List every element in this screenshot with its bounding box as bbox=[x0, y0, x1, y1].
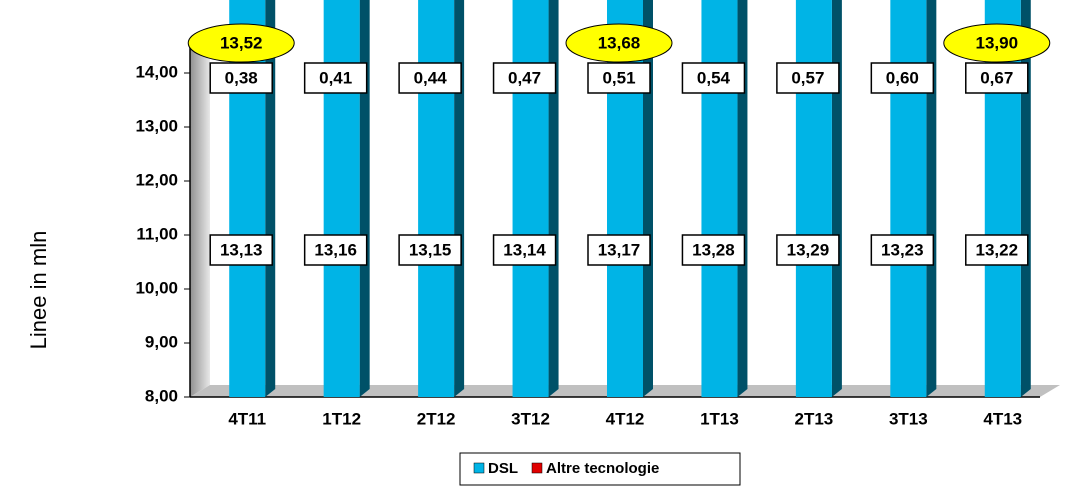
x-tick-label: 4T12 bbox=[606, 409, 645, 428]
total-label: 13,68 bbox=[598, 33, 641, 52]
total-label: 13,52 bbox=[220, 33, 263, 52]
total-bubble bbox=[565, 23, 673, 63]
value-label-box bbox=[776, 234, 840, 266]
bar-side bbox=[1020, 0, 1031, 397]
y-axis-label: Linee in mln bbox=[26, 231, 51, 350]
value-label: 0,67 bbox=[980, 68, 1013, 87]
x-tick-label: 4T11 bbox=[228, 409, 266, 428]
value-label: 13,14 bbox=[503, 240, 546, 259]
total-bubble bbox=[187, 23, 295, 63]
total-bubble bbox=[943, 23, 1051, 63]
value-label-box bbox=[587, 234, 651, 266]
y-tick-label: 14,00 bbox=[135, 62, 178, 81]
bar-side bbox=[643, 0, 653, 397]
x-tick-label: 1T12 bbox=[322, 409, 361, 428]
value-label: 13,23 bbox=[881, 240, 924, 259]
value-label-box bbox=[965, 234, 1029, 266]
y-tick-label: 8,00 bbox=[145, 386, 178, 405]
y-tick-label: 10,00 bbox=[135, 278, 178, 297]
bar bbox=[323, 0, 360, 397]
value-label: 0,41 bbox=[319, 68, 352, 87]
total-label: 13,90 bbox=[976, 33, 1019, 52]
side-wall bbox=[190, 34, 210, 397]
value-label-box bbox=[776, 62, 840, 94]
value-label: 13,29 bbox=[787, 240, 830, 259]
value-label-box bbox=[965, 62, 1029, 94]
legend bbox=[459, 452, 741, 486]
x-tick-label: 1T13 bbox=[700, 409, 739, 428]
value-label-box bbox=[303, 62, 368, 94]
value-label-box bbox=[303, 234, 368, 266]
value-label: 0,38 bbox=[225, 68, 258, 87]
value-label: 13,22 bbox=[976, 240, 1019, 259]
bar-side bbox=[548, 0, 559, 397]
x-tick-label: 3T13 bbox=[889, 409, 928, 428]
legend-swatch bbox=[531, 462, 543, 474]
legend-label: DSL bbox=[488, 460, 518, 477]
value-label: 13,17 bbox=[598, 240, 641, 259]
bar-side bbox=[359, 0, 370, 397]
bar bbox=[418, 0, 455, 397]
value-label-box bbox=[870, 62, 935, 94]
value-label: 0,60 bbox=[886, 68, 919, 87]
x-tick-label: 3T12 bbox=[511, 409, 550, 428]
value-label: 0,54 bbox=[697, 68, 731, 87]
bar bbox=[701, 0, 738, 397]
value-label-box bbox=[870, 234, 935, 266]
y-tick-label: 11,00 bbox=[136, 224, 178, 243]
value-label: 13,15 bbox=[409, 240, 452, 259]
value-label-box bbox=[492, 62, 557, 94]
y-tick-label: 13,00 bbox=[135, 116, 178, 135]
value-label-box bbox=[209, 234, 273, 266]
value-label-box bbox=[681, 62, 746, 94]
bar-side bbox=[831, 0, 842, 397]
x-tick-label: 4T13 bbox=[983, 409, 1022, 428]
legend-swatch bbox=[473, 462, 485, 474]
value-label-box bbox=[492, 234, 557, 266]
legend-label: Altre tecnologie bbox=[546, 460, 659, 477]
bar bbox=[512, 0, 549, 397]
y-tick-label: 12,00 bbox=[135, 170, 178, 189]
value-label: 0,47 bbox=[508, 68, 541, 87]
value-label: 13,16 bbox=[314, 240, 357, 259]
x-tick-label: 2T13 bbox=[795, 409, 834, 428]
value-label-box bbox=[587, 62, 651, 94]
bar bbox=[795, 0, 832, 397]
bar-side bbox=[737, 0, 748, 397]
x-tick-label: 2T12 bbox=[417, 409, 456, 428]
value-label: 0,51 bbox=[602, 68, 635, 87]
value-label: 0,44 bbox=[414, 68, 448, 87]
bar-side bbox=[454, 0, 465, 397]
value-label: 0,57 bbox=[791, 68, 824, 87]
value-label-box bbox=[681, 234, 746, 266]
bar bbox=[890, 0, 927, 397]
value-label-box bbox=[398, 234, 462, 266]
value-label: 13,13 bbox=[220, 240, 263, 259]
y-tick-label: 9,00 bbox=[145, 332, 178, 351]
bar-side bbox=[265, 0, 276, 397]
value-label-box bbox=[398, 62, 462, 94]
value-label-box bbox=[209, 62, 273, 94]
value-label: 13,28 bbox=[692, 240, 735, 259]
bar-side bbox=[926, 0, 937, 397]
